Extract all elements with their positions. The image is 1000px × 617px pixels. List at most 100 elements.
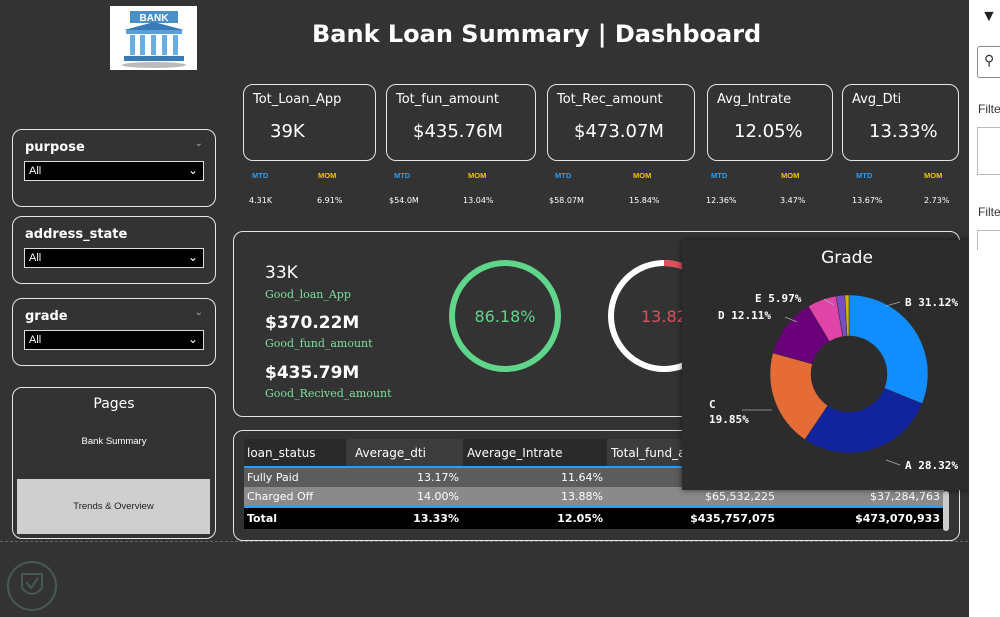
cell-total-fund: $435,757,075 [690,512,775,525]
chart-title: Grade [821,248,873,268]
mtd-value: 13.67% [852,196,883,205]
mtd-value: 4.31K [249,196,273,205]
mtd-value: $54.0M [389,196,419,205]
donut-label-B: B 31.12% [905,296,958,309]
page-title: Bank Loan Summary | Dashboard [312,20,762,48]
address-state-dropdown[interactable]: All ⌄ [24,248,204,268]
kpi-value: $435.76M [413,121,503,142]
kpi-title: Avg_Intrate [717,92,792,107]
filter-card[interactable] [977,127,1000,175]
mom-value: 15.84% [629,196,660,205]
mom-label: MOM [318,171,337,180]
search-icon: ⚲ [984,52,995,68]
mom-label: MOM [781,171,800,180]
kpi-title: Tot_Loan_App [253,92,342,107]
page-button-bank-summary[interactable]: Bank Summary [81,436,147,447]
donut-label-C: 19.85% [709,413,749,426]
right-filter-pane: ▼ ⚲ Filte Filte [969,0,1000,617]
kpi-value: 13.33% [869,121,938,142]
kpi-value: $473.07M [574,121,664,142]
kpi-value: 12.05% [734,121,803,142]
donut-label-A: A 28.32% [905,459,958,472]
donut-leader-line [885,301,901,307]
filter-icon[interactable]: ▼ [981,8,997,25]
chevron-down-icon: ⌄ [187,332,198,346]
filter-label: Filte [978,205,1000,219]
filter-label: Filte [978,102,1000,116]
kpi-title: Avg_Dti [852,92,902,107]
bank-logo: BANK [110,6,197,70]
mom-label: MOM [633,171,652,180]
search-box[interactable]: ⚲ [977,46,1000,78]
good-loan-ring-arc [449,260,561,372]
good-received-amount-label: Good_Recived_amount [265,387,392,400]
mom-value: 3.47% [780,196,806,205]
slicer-title: address_state [25,227,128,242]
cell-average-dti: 13.17% [417,471,459,484]
kpi-title: Tot_fun_amount [396,92,499,107]
cell-loan-status: Total [247,512,278,525]
mtd-label: MTD [711,171,728,180]
watermark-logo [6,560,58,612]
filter-card[interactable] [977,230,1000,250]
mom-value: 13.04% [463,196,494,205]
loan-status-grid: loan_status Average_dti Average_Intrate … [244,439,944,529]
purpose-dropdown[interactable]: All ⌄ [24,161,204,181]
dropdown-value: All [29,334,42,346]
table-total-row: Total 13.33% 12.05% $435,757,075 $473,07… [244,507,944,529]
column-header[interactable]: Average_Intrate [463,439,607,467]
good-loan-applications-label: Good_loan_App [265,288,351,301]
cell-average-intrate: 12.05% [557,512,603,525]
donut-leader-line [784,316,798,323]
chevron-down-icon: ⌄ [187,163,198,177]
column-header[interactable]: Average_dti [346,439,463,467]
mtd-value: $58.07M [549,196,584,205]
kpi-card-total-loan-applications[interactable]: Tot_Loan_App 39K [243,84,376,161]
cell-average-intrate: 11.64% [561,471,603,484]
mom-value: 6.91% [317,196,343,205]
slicer-grade[interactable]: grade ⌄ All ⌄ [12,298,216,366]
mtd-label: MTD [252,171,269,180]
good-loan-applications-value: 33K [265,263,298,283]
donut-label-E: E 5.97% [755,292,802,305]
chevron-down-icon[interactable]: ⌄ [194,307,203,318]
good-fund-amount-value: $370.22M [265,313,360,333]
cell-average-dti: 14.00% [417,490,459,503]
column-header[interactable]: loan_status [244,439,346,467]
good-loan-percent: 86.18% [474,307,535,326]
donut-label-D: D 12.11% [718,309,771,322]
svg-text:BANK: BANK [140,13,170,24]
bottom-divider [0,541,968,542]
slicer-address-state[interactable]: address_state All ⌄ [12,216,216,284]
donut-slice-A[interactable] [804,387,923,454]
donut-leader-line [885,459,901,466]
table-scrollbar[interactable] [943,491,949,531]
donut-slice-B[interactable] [848,294,929,404]
pages-title: Pages [93,396,135,412]
grade-donut-chart: B 31.12% A 28.32% C 19.85% D 12.11% E 5.97% [709,292,958,472]
page-button-trends-overview[interactable]: Trends & Overview [17,479,210,534]
chevron-down-icon[interactable]: ⌄ [194,138,203,149]
dropdown-value: All [29,165,42,177]
good-received-amount-value: $435.79M [265,363,360,383]
bad-loan-percent: 13.82 [641,307,687,326]
pages-navigator: Pages Bank Summary Trends & Overview [12,387,216,539]
mom-label: MOM [924,171,943,180]
good-loan-ring: 86.18% [449,260,561,372]
dropdown-value: All [29,252,42,264]
cell-total-received: $37,284,763 [870,490,940,503]
chevron-down-icon: ⌄ [187,250,198,264]
kpi-card-average-interest-rate[interactable]: Avg_Intrate 12.05% [707,84,833,161]
mtd-label: MTD [555,171,572,180]
grade-dropdown[interactable]: All ⌄ [24,330,204,350]
kpi-card-total-received-amount[interactable]: Tot_Rec_amount $473.07M [547,84,695,161]
mom-value: 2.73% [924,196,950,205]
cell-loan-status: Fully Paid [247,471,299,484]
kpi-card-average-dti[interactable]: Avg_Dti 13.33% [842,84,959,161]
donut-slice-G[interactable] [844,294,850,337]
table-header-row: loan_status Average_dti Average_Intrate … [244,439,944,467]
donut-label-C: C [709,398,716,411]
slicer-purpose[interactable]: purpose ⌄ All ⌄ [12,129,216,207]
table-row[interactable]: Charged Off 14.00% 13.88% $65,532,225 $3… [244,487,944,507]
kpi-card-total-funded-amount[interactable]: Tot_fun_amount $435.76M [386,84,536,161]
